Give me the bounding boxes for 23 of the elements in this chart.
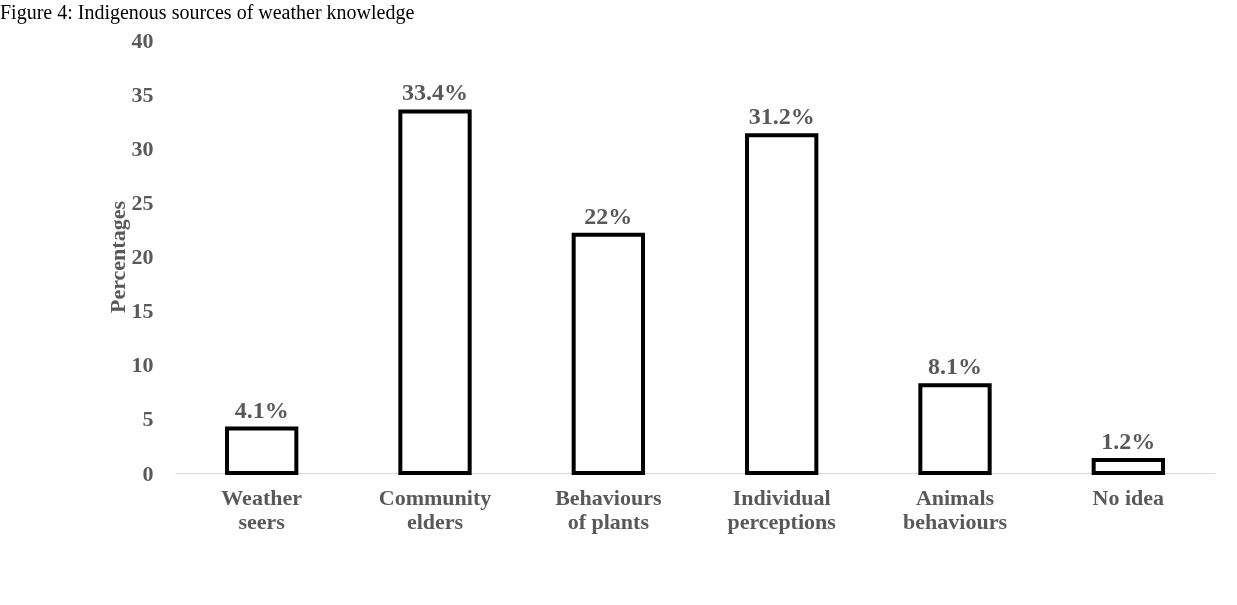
- y-axis-title: Percentages: [104, 200, 130, 313]
- y-tick-label: 10: [131, 352, 154, 378]
- x-tick-label: No idea: [1092, 484, 1165, 510]
- y-tick-label: 35: [131, 81, 154, 107]
- y-tick-label: 25: [131, 189, 154, 215]
- x-tick-label: Animals behaviours: [903, 484, 1008, 534]
- data-label: 1.2%: [1101, 428, 1156, 455]
- data-label: 31.2%: [748, 103, 815, 130]
- y-tick-label: 5: [142, 406, 154, 432]
- x-tick-label: Community elders: [378, 484, 492, 534]
- x-tick-label: Weather seers: [221, 484, 303, 534]
- y-tick-label: 0: [142, 460, 154, 486]
- data-label: 22%: [584, 202, 633, 229]
- chart-title: Figure 4: Indigenous sources of weather knowledge: [0, 1, 415, 24]
- y-tick-label: 15: [131, 298, 154, 324]
- x-tick-label: Individual perceptions: [727, 484, 837, 534]
- y-tick-label: 20: [131, 244, 154, 269]
- data-label: 8.1%: [928, 353, 982, 380]
- data-label: 33.4%: [402, 79, 468, 106]
- y-tick-label: 40: [131, 27, 154, 53]
- y-tick-label: 30: [131, 135, 154, 161]
- data-label: 4.1%: [234, 396, 289, 423]
- x-tick-label: Behaviours of plants: [555, 484, 662, 534]
